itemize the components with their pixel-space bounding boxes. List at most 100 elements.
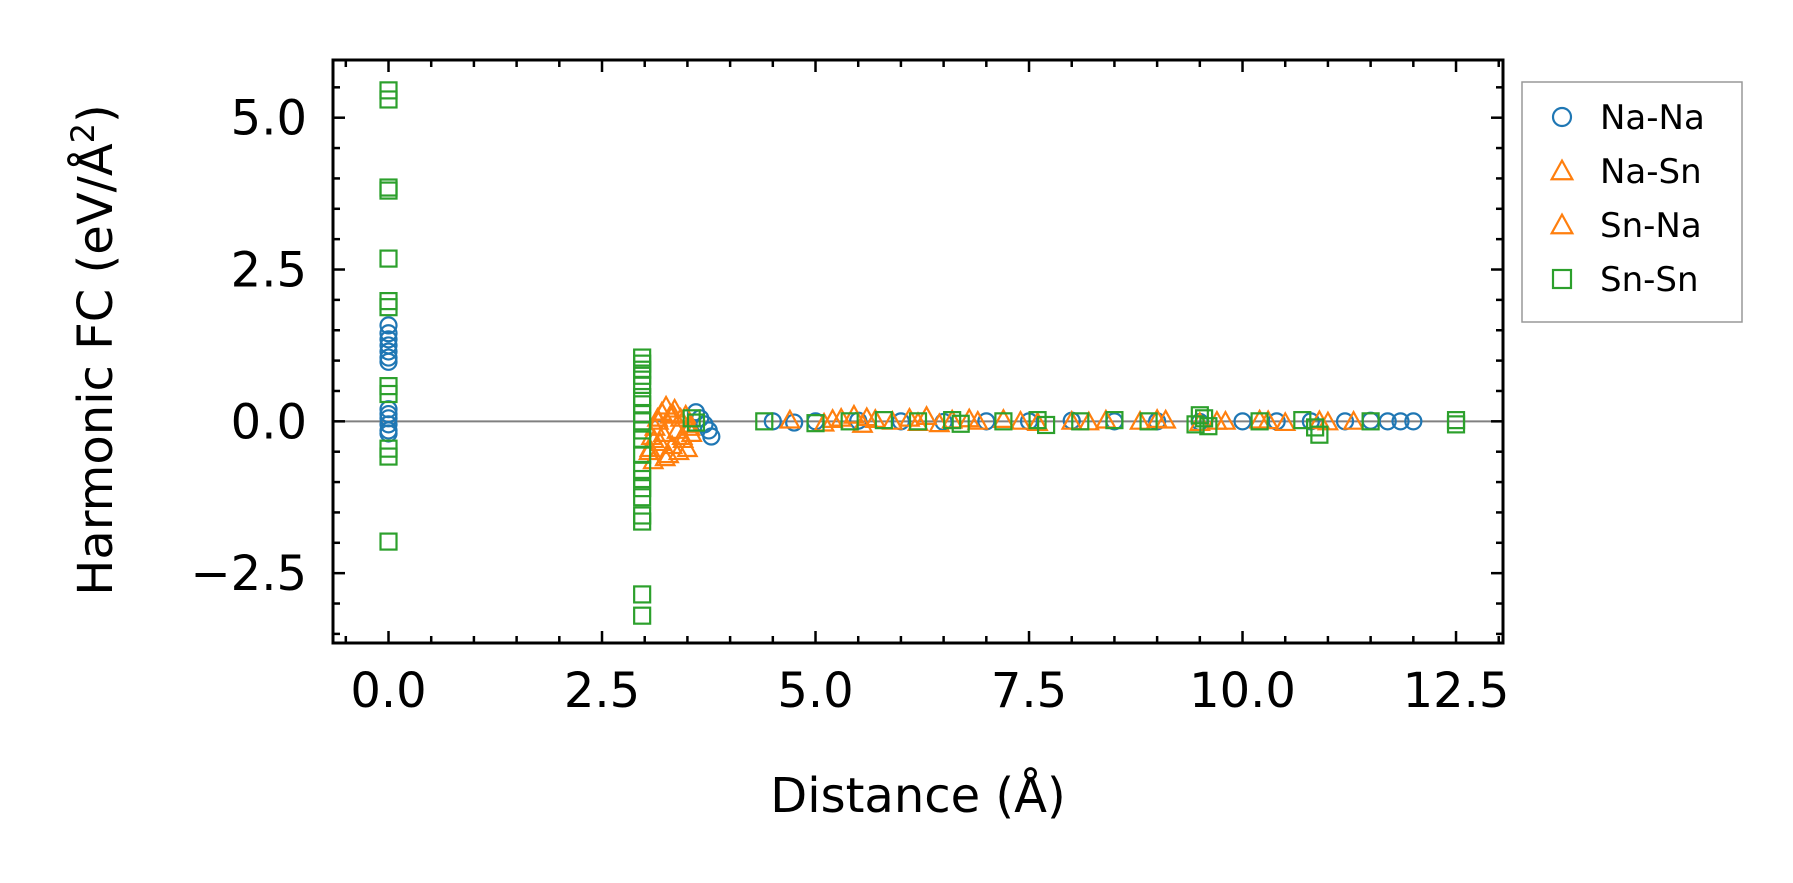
y-tick-label: 5.0 — [231, 91, 307, 147]
data-point — [778, 408, 801, 429]
legend-marker — [1549, 212, 1575, 235]
data-point — [379, 298, 398, 317]
legend-label: Na-Na — [1600, 98, 1705, 138]
data-points — [379, 81, 1466, 625]
data-point — [676, 437, 699, 458]
data-point — [633, 585, 652, 604]
data-point — [654, 446, 677, 467]
axis-ticks — [333, 60, 1503, 643]
data-point — [633, 512, 652, 531]
x-tick-label: 5.0 — [777, 663, 853, 719]
data-point — [633, 606, 652, 625]
legend-frame — [1521, 81, 1743, 323]
data-point — [1250, 412, 1269, 431]
data-point — [379, 90, 398, 109]
data-point — [1446, 415, 1466, 434]
data-point — [1310, 425, 1329, 444]
data-point — [855, 406, 878, 427]
data-point — [908, 412, 928, 431]
legend-entry: Sn-Sn — [1551, 260, 1699, 300]
x-tick-label: 7.5 — [991, 663, 1067, 719]
data-point — [633, 412, 652, 431]
legend-entry: Na-Na — [1551, 98, 1705, 138]
y-tick-label: 0.0 — [231, 394, 307, 450]
data-point — [682, 409, 701, 428]
data-point — [633, 348, 652, 367]
data-point — [1037, 415, 1056, 435]
data-point — [379, 384, 398, 404]
data-point — [785, 413, 804, 432]
data-point — [661, 402, 684, 423]
data-point — [1199, 417, 1218, 436]
data-point — [633, 506, 652, 525]
data-point — [379, 291, 398, 311]
data-point — [647, 409, 670, 430]
data-point — [633, 360, 652, 379]
data-point — [667, 440, 690, 461]
data-point — [1342, 409, 1365, 430]
x-tick-label: 12.5 — [1403, 663, 1510, 719]
data-point — [840, 412, 859, 431]
data-point — [379, 316, 398, 335]
data-point — [806, 414, 825, 433]
data-point — [686, 413, 706, 432]
data-point — [379, 447, 398, 466]
legend-entry: Na-Sn — [1549, 152, 1702, 192]
data-point — [379, 81, 398, 100]
data-point — [1071, 412, 1090, 431]
legend-label: Sn-Na — [1600, 206, 1702, 246]
data-point — [633, 488, 652, 507]
data-point — [1391, 412, 1410, 431]
y-axis-label-superscript: 2 — [64, 123, 102, 143]
data-point — [379, 249, 398, 268]
data-point — [669, 406, 692, 427]
plot-area-frame — [331, 58, 1505, 645]
data-point — [379, 181, 398, 200]
legend-marker — [1549, 158, 1575, 181]
y-axis-label: Harmonic FC (eV/Å2) — [64, 104, 124, 596]
data-point — [966, 409, 989, 430]
legend-entries: Na-Na Na-Sn Sn-Na Sn-Sn — [1549, 98, 1705, 300]
series-na-sn — [637, 394, 1365, 470]
data-point — [633, 354, 652, 373]
series-sn-sn — [379, 81, 1466, 625]
data-point — [1139, 412, 1158, 431]
data-point — [702, 427, 721, 446]
y-axis-label-prefix: Harmonic FC (eV/Å — [67, 143, 124, 596]
data-point — [1274, 411, 1297, 432]
data-point — [633, 479, 652, 498]
data-point — [379, 330, 398, 349]
x-tick-label: 10.0 — [1189, 663, 1296, 719]
x-tick-label: 2.5 — [564, 663, 640, 719]
data-point — [633, 469, 652, 489]
y-tick-label: 2.5 — [231, 243, 307, 299]
legend: Na-Na Na-Sn Sn-Na Sn-Sn — [1521, 81, 1743, 323]
data-point — [652, 422, 675, 442]
data-point — [379, 324, 398, 343]
x-axis-label: Distance (Å) — [770, 767, 1065, 824]
data-point — [1361, 412, 1380, 431]
data-point — [633, 366, 652, 385]
data-point — [680, 422, 703, 442]
data-point — [379, 532, 398, 551]
data-point — [821, 408, 844, 428]
legend-label: Sn-Sn — [1600, 260, 1699, 300]
x-tick-labels: 0.0 2.5 5.0 7.5 10.0 12.5 — [350, 663, 1509, 719]
data-point — [379, 352, 398, 371]
data-point — [1009, 409, 1032, 430]
data-point — [951, 414, 970, 433]
data-point — [1446, 411, 1466, 430]
data-point — [992, 408, 1015, 428]
data-point — [633, 375, 652, 395]
data-point — [994, 412, 1013, 431]
legend-marker — [1551, 268, 1573, 290]
x-tick-label: 0.0 — [350, 663, 426, 719]
data-point — [379, 415, 398, 434]
data-point — [633, 460, 652, 480]
legend-entry: Sn-Na — [1549, 206, 1702, 246]
data-point — [379, 342, 398, 361]
data-point — [755, 412, 774, 431]
data-point — [874, 411, 893, 430]
data-point — [633, 421, 652, 440]
